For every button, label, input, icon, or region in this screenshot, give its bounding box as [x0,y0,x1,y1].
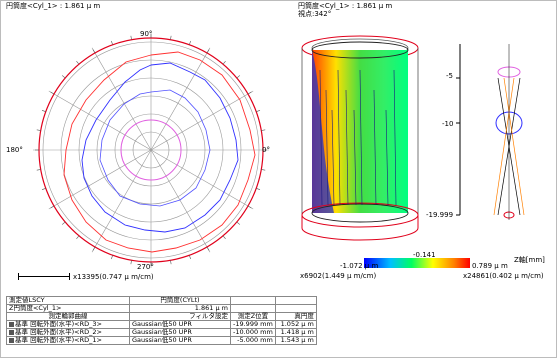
hatch-line [393,69,397,206]
cell [230,296,276,305]
angle-180: 180° [6,146,23,154]
polar-tick [61,221,66,225]
polar-tick [261,169,266,171]
roundness-title: 円筒度<Cyl_1> : 1.861 μ m [6,2,101,10]
colorbar-min: -1.072 μ m [340,262,379,270]
polar-tick [36,169,41,171]
hatch-line [353,109,357,206]
colorbar-max: 0.789 μ m [472,262,508,270]
cell: Gaussian低50 UPR [129,336,231,345]
polar-tick [130,35,132,40]
polar-tick [50,205,55,209]
polar-grid [33,32,269,268]
polar-tick [247,205,252,209]
polar-tick [256,188,261,190]
grid-spoke [150,149,254,210]
polar-tick [222,235,226,240]
cell: 基準 回転外面(水平)<RD_1> [6,336,130,345]
cylinder-shadow [312,50,334,213]
polar-tick [111,255,113,260]
grid-spoke [150,47,211,151]
polar-tick [256,110,261,112]
z-tick-mid: -10 [442,120,454,128]
polar-tick [130,260,132,265]
roundness-trace-red [63,51,256,253]
roundness-trace-blue-2 [99,89,211,207]
angle-0: 0° [262,146,270,154]
grid-spoke [48,90,152,151]
polar-tick [50,91,55,95]
hatch-line [359,69,363,206]
polar-tick [261,129,266,131]
roundness-polar-plot [33,32,269,268]
z-axis-label: Z軸[mm] [514,256,545,264]
cylinder-hatching [319,69,397,206]
cylinder-scale-right: x24861(0.402 μ m/cm) [463,272,544,280]
hatch-line [331,109,335,206]
grid-spoke [91,47,152,151]
viewpoint-label: 視点:342° [298,10,332,18]
hatch-line [319,69,323,206]
angle-90: 90° [140,30,153,38]
profile-icon [9,337,14,343]
table-row: 基準 回転外面(水平)<RD_3> Gaussian低50 UPR -19.99… [6,320,317,329]
table-row: 基準 回転外面(水平)<RD_1> Gaussian低50 UPR -5.000… [6,336,317,345]
polar-tick [111,40,113,45]
grid-spoke [91,149,152,253]
polar-tick [76,235,80,240]
colorbar [364,258,470,268]
polar-tick [41,110,46,112]
grid-spoke [150,149,211,253]
grid-spoke [48,149,152,210]
cell [274,296,317,305]
polar-tick [92,246,96,251]
z-tick-top: -5 [446,72,453,80]
cylinder-title: 円筒度<Cyl_1> : 1.861 μ m [298,2,393,10]
polar-tick [247,91,252,95]
cell: -5.000 mm [230,336,276,345]
colorbar-mid: -0.141 [413,251,436,259]
polar-ticks [35,34,267,266]
polar-tick [189,40,191,45]
polar-tick [236,75,241,79]
polar-tick [170,35,172,40]
profile-icon [9,329,14,335]
hatch-line [373,89,377,206]
polar-tick [36,129,41,131]
polar-tick [76,60,80,65]
cylinder-scale-left: x6902(1.449 μ m/cm) [300,272,377,280]
polar-tick [61,75,66,79]
hatch-line [345,89,349,206]
table-row: 基準 回転外面(水平)<RD_2> Gaussian低50 UPR -10.00… [6,328,317,337]
cell: 1.543 μ m [274,336,317,345]
polar-tick [206,49,210,54]
results-table: 測定値LSCY 円筒度(CYLt) Z円筒度<Cyl_1> 1.861 μ m … [6,296,317,345]
roundness-trace-blue [81,62,239,233]
scale-bar [18,273,70,280]
polar-inner-circle [120,119,182,181]
angle-270: 270° [137,263,154,271]
hatch-line [337,69,341,206]
polar-tick [236,221,241,225]
polar-tick [222,60,226,65]
hatch-line [325,89,329,206]
roundness-scale: x13395(0.747 μ m/cm) [73,273,154,281]
polar-tick [41,188,46,190]
z-tick-bottom: -19.999 [426,211,454,219]
cylinder-3d-view [301,35,525,241]
profile-icon [9,321,14,327]
polar-tick [92,49,96,54]
polar-tick [189,255,191,260]
hatch-line [385,109,389,206]
polar-tick [170,260,172,265]
polar-tick [206,246,210,251]
